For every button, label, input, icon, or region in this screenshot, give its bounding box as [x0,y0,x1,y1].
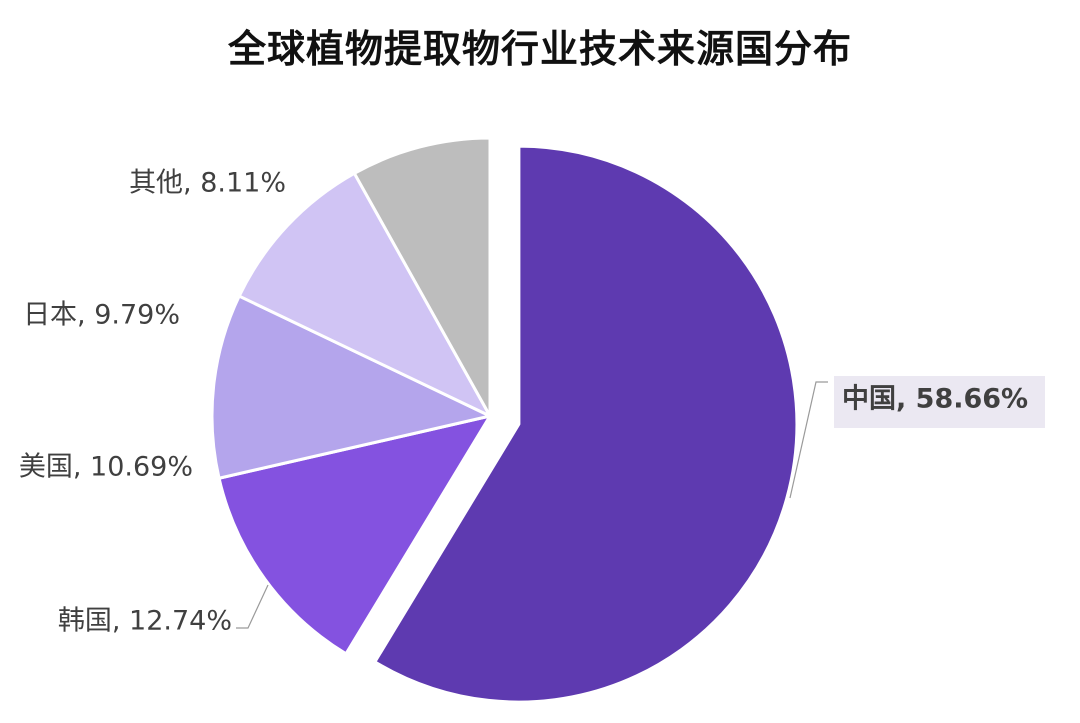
leader-line-1 [789,381,828,499]
leader-line-2 [236,584,269,629]
slice-label-1: 中国, 58.66% [842,384,1028,415]
slice-label-4: 日本, 9.79% [23,300,180,331]
slice-label-3: 美国, 10.69% [19,452,193,483]
pie-slice-4 [237,171,492,418]
pie-labels: 中国, 58.66% 韩国, 12.74% 美国, 10.69% 日本, 9.79% 其… [19,168,1045,637]
slice-label-2: 韩国, 12.74% [58,606,232,637]
slice-label-5: 其他, 8.11% [129,168,286,199]
pie-slice-5 [352,136,492,418]
pie-slice-2 [217,414,492,656]
pie-slices [210,136,799,704]
highlight-label-background [834,376,1045,428]
pie-slice-1 [373,144,799,704]
chart-title: 全球植物提取物行业技术来源国分布 [227,27,852,71]
pie-slice-3 [210,294,492,480]
